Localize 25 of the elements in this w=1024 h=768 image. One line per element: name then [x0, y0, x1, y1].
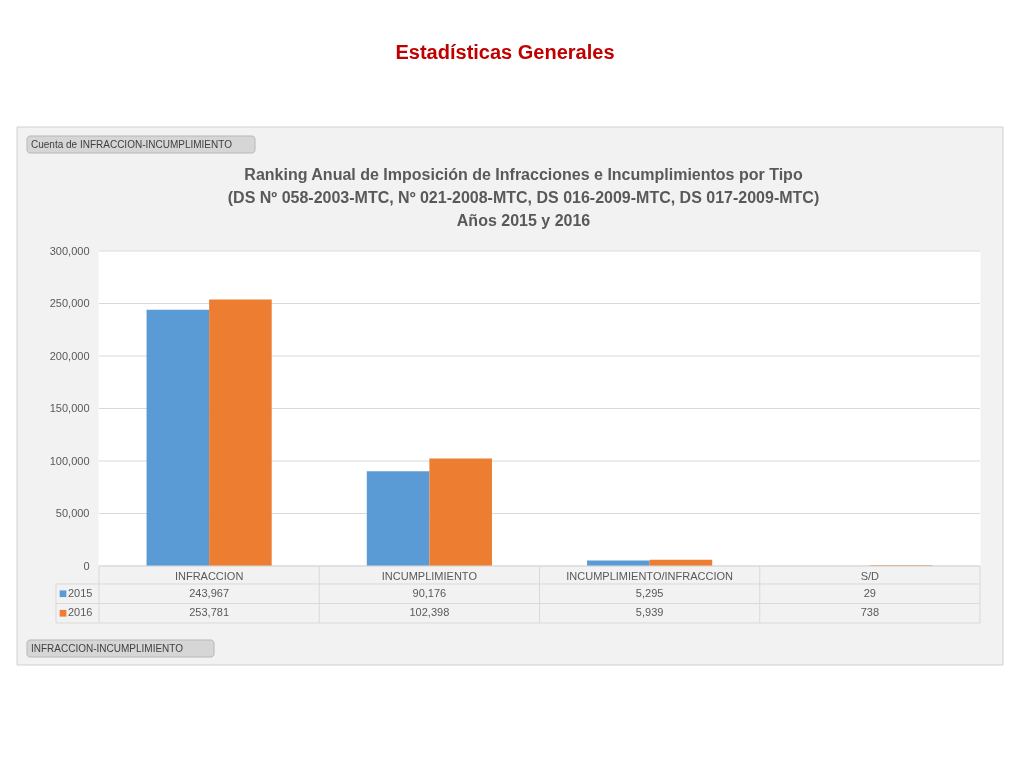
- y-tick-label: 250,000: [49, 297, 90, 309]
- data-label: 90,176: [412, 586, 447, 599]
- data-label: 5,939: [635, 606, 664, 619]
- x-tick-label: INCUMPLIMIENTO: [381, 569, 478, 582]
- data-label: 243,967: [189, 586, 230, 599]
- data-label: 5,295: [635, 586, 664, 599]
- data-label: 253,781: [189, 606, 230, 619]
- x-tick-label: INFRACCION: [174, 569, 244, 582]
- y-tick-label: 100,000: [49, 454, 90, 467]
- text: INFRACCION-INCUMPLIMIENTO: [31, 643, 184, 654]
- y-tick-label: 300,000: [49, 244, 90, 257]
- text: Cuenta de INFRACCION-INCUMPLIMIENTO: [31, 139, 233, 150]
- legend-label: 2016: [68, 606, 93, 619]
- data-label: 738: [860, 606, 880, 619]
- legend-label: 2015: [68, 586, 93, 599]
- text: Estadísticas Generales: [395, 41, 615, 63]
- y-tick-label: 150,000: [49, 402, 90, 414]
- y-tick-label: 0: [83, 559, 90, 572]
- y-tick-label: 50,000: [55, 507, 90, 519]
- data-label: 29: [863, 586, 876, 599]
- data-label: 102,398: [409, 606, 450, 619]
- x-tick-label: INCUMPLIMIENTO/INFRACCION: [566, 569, 733, 582]
- x-tick-label: S/D: [860, 569, 880, 582]
- chart-title: Ranking Anual de Imposición de Infracciones e Incumplimientos por Tipo (DS Nº 058-2003-MTC, Nº 021-2008-MTC, DS 016-2009-MTC, DS 017-2009-MTC) Años 2015 y 2016: [227, 166, 820, 229]
- y-tick-label: 200,000: [49, 349, 90, 362]
